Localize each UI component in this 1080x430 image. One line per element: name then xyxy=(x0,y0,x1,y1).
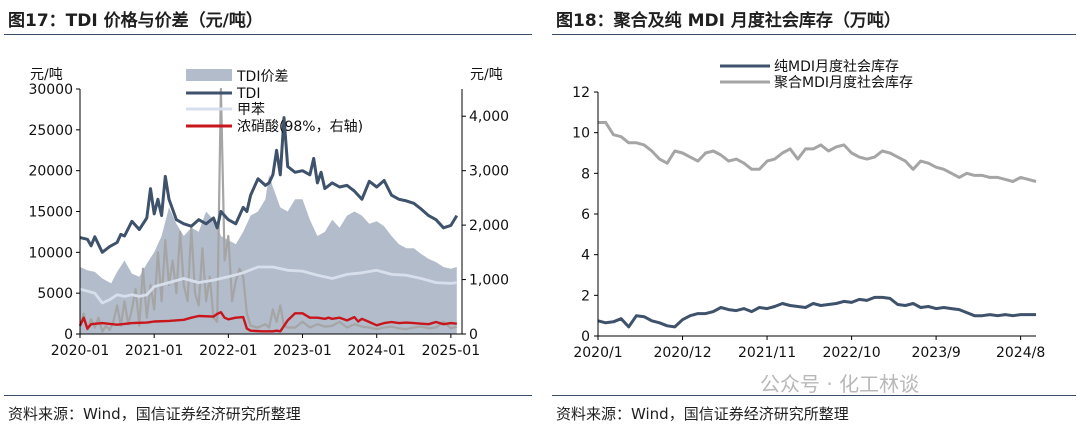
left-axis-unit: 元/吨 xyxy=(30,67,63,83)
y-tick-label: 2 xyxy=(581,288,590,304)
left-source-rule xyxy=(4,395,532,396)
right-source-note: 资料来源：Wind，国信证券经济研究所整理 xyxy=(556,405,849,423)
legend-label: TDI价差 xyxy=(236,69,288,85)
mdi-inventory-chart: 0 2 4 6 8 10 12 2020/1 2020/12 2021/11 2022/10 2023… xyxy=(572,59,1045,361)
y-tick-label: 5000 xyxy=(37,286,73,302)
x-tick-label: 2023/9 xyxy=(911,345,960,361)
y-tick-label: 15000 xyxy=(28,205,73,221)
legend-label: 甲苯 xyxy=(237,101,265,118)
y-tick-label: 8 xyxy=(581,166,590,182)
series-toluene-line xyxy=(79,265,457,305)
y-tick-label: 0 xyxy=(581,329,590,345)
y-tick-label: 25000 xyxy=(28,123,73,139)
series-pure-mdi-line xyxy=(597,295,1036,329)
x-tick-label: 2023-01 xyxy=(273,343,332,359)
y2-tick-label: 1,000 xyxy=(469,273,509,289)
y2-tick-label: 3,000 xyxy=(469,164,509,180)
x-tick-label: 2020/1 xyxy=(573,345,622,361)
y-tick-label: 6 xyxy=(581,207,590,223)
mdi-inventory-panel: 图18：聚合及纯 MDI 月度社会库存（万吨） 0 2 4 6 8 10 12 2020/1 2… xyxy=(548,0,1080,430)
right-chart-title: 图18：聚合及纯 MDI 月度社会库存（万吨） xyxy=(556,11,901,31)
legend-label: 纯MDI月度社会库存 xyxy=(774,59,899,75)
series-nitric-acid-line xyxy=(78,311,457,333)
x-tick-label: 2022/10 xyxy=(822,345,880,361)
right-axis-unit: 元/吨 xyxy=(470,67,503,83)
y-tick-label: 10 xyxy=(572,126,590,142)
watermark-text: 公众号 · 化工林谈 xyxy=(760,372,920,396)
x-tick-label: 2020/12 xyxy=(653,345,711,361)
y2-tick-label: 4,000 xyxy=(469,109,509,125)
legend-swatch-tdi-spread xyxy=(186,69,232,81)
right-title-rule xyxy=(552,34,1076,35)
left-title-rule xyxy=(4,34,532,35)
x-tick-label: 2024/8 xyxy=(996,345,1045,361)
tdi-price-panel: 图17：TDI 价格与价差（元/吨） 0 5000 10000 15000 20000 2… xyxy=(0,0,536,430)
y-tick-label: 10000 xyxy=(28,245,73,261)
x-tick-label: 2024-01 xyxy=(347,343,406,359)
y2-tick-label: 2,000 xyxy=(469,218,509,234)
left-source-note: 资料来源：Wind，国信证券经济研究所整理 xyxy=(8,405,301,423)
y-tick-label: 20000 xyxy=(28,164,73,180)
series-tdi-spread-area xyxy=(80,174,457,334)
y-tick-label: 4 xyxy=(581,248,590,264)
y-tick-label: 0 xyxy=(64,327,73,343)
tdi-price-chart: 0 5000 10000 15000 20000 25000 30000 0 1,000 2,00… xyxy=(28,67,509,359)
y-tick-label: 30000 xyxy=(28,82,73,98)
y2-tick-label: 0 xyxy=(469,327,478,343)
legend-label: 浓硝酸(98%，右轴) xyxy=(237,119,363,135)
x-tick-label: 2022-01 xyxy=(199,343,258,359)
x-tick-label: 2025-01 xyxy=(422,343,481,359)
y-tick-label: 12 xyxy=(572,85,590,101)
legend-label: TDI xyxy=(236,86,260,102)
series-tdi-line xyxy=(79,116,459,254)
series-gray-line xyxy=(78,87,458,333)
legend-label: 聚合MDI月度社会库存 xyxy=(774,75,913,91)
x-tick-label: 2021-01 xyxy=(125,343,184,359)
series-polymeric-mdi-line xyxy=(598,121,1037,183)
x-tick-label: 2020-01 xyxy=(51,343,110,359)
right-source-rule xyxy=(552,395,1076,396)
x-tick-label: 2021/11 xyxy=(738,345,796,361)
left-chart-title: 图17：TDI 价格与价差（元/吨） xyxy=(8,11,263,31)
